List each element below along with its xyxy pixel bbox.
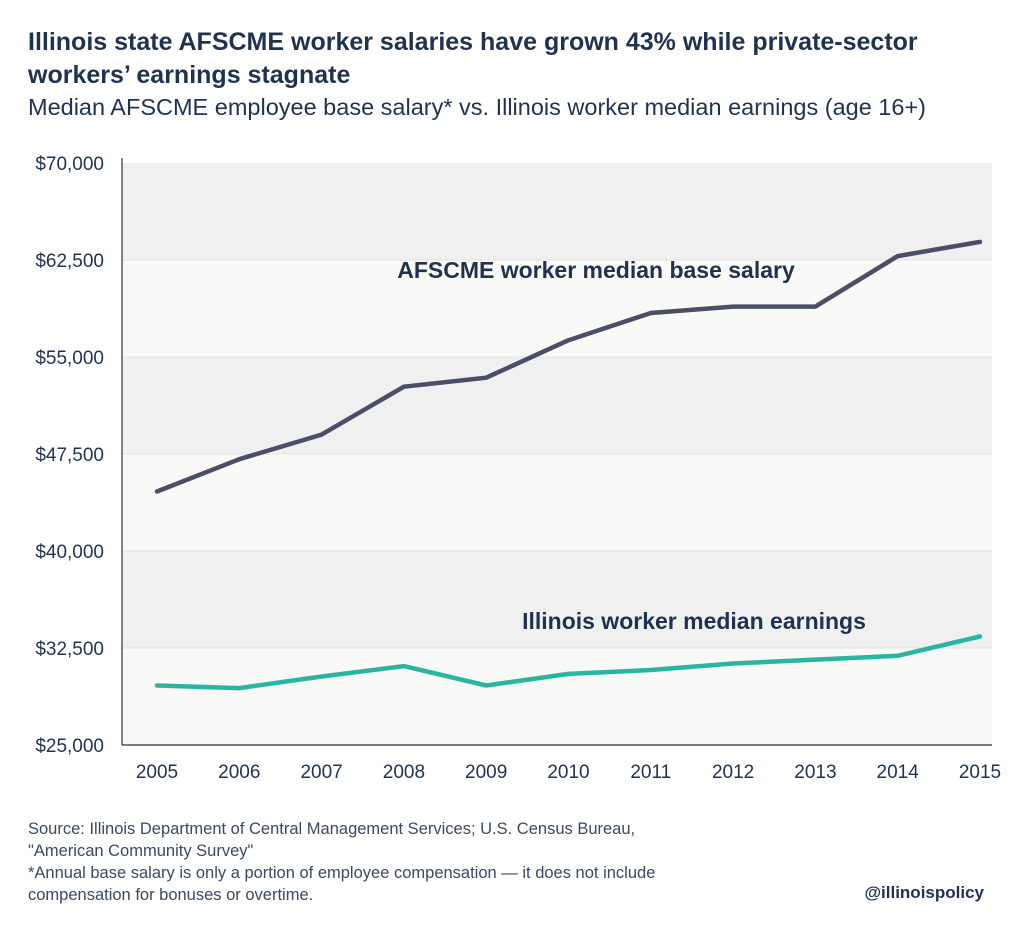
x-tick-label: 2012: [712, 762, 754, 783]
chart-subtitle: Median AFSCME employee base salary* vs. …: [28, 94, 926, 120]
gridlines: [122, 259, 992, 649]
x-tick-label: 2011: [630, 762, 671, 783]
x-tick-label: 2007: [300, 762, 342, 783]
background-band: [122, 163, 992, 260]
x-tick-label: 2013: [794, 762, 836, 783]
background-bands: [122, 163, 992, 745]
series-label: AFSCME worker median base salary: [397, 257, 795, 283]
series-lines: [154, 239, 983, 691]
illinois-earnings-line: [154, 634, 983, 691]
series-labels: AFSCME worker median base salary Illinois…: [397, 257, 866, 634]
background-band: [122, 260, 992, 357]
x-tick-label: 2008: [383, 762, 425, 783]
x-tick-label: 2014: [877, 762, 920, 783]
y-tick-label: $47,500: [35, 445, 104, 466]
afscme-salary-line: [154, 239, 983, 494]
x-tick-label: 2015: [959, 762, 1001, 783]
background-band: [122, 357, 992, 454]
series-label: Illinois worker median earnings: [522, 608, 866, 634]
x-tick-label: 2010: [547, 762, 589, 783]
line-chart: $25,000 $32,500 $40,000 $47,500 $55,000 $62,5…: [35, 154, 1001, 783]
y-tick-label: $62,500: [35, 251, 104, 272]
chart-title: Illinois state AFSCME worker salaries ha…: [28, 28, 918, 89]
source-line: "American Community Survey": [28, 842, 254, 860]
y-tick-label: $70,000: [35, 154, 104, 175]
y-tick-label: $25,000: [35, 736, 104, 757]
x-tick-label: 2006: [218, 762, 260, 783]
x-tick-label: 2009: [465, 762, 507, 783]
x-axis-ticks: 2005 2006 2007 2008 2009 2010 2011 2012 2013 2014…: [136, 762, 1001, 783]
y-tick-label: $32,500: [35, 639, 104, 660]
source-line: Source: Illinois Department of Central M…: [28, 820, 636, 838]
y-axis-ticks: $25,000 $32,500 $40,000 $47,500 $55,000 $62,5…: [35, 154, 104, 757]
background-band: [122, 648, 992, 745]
social-handle[interactable]: @illinoispolicy: [864, 883, 984, 902]
footnote-line: compensation for bonuses or overtime.: [28, 886, 314, 904]
y-tick-label: $55,000: [35, 348, 104, 369]
background-band: [122, 551, 992, 648]
source-note: Source: Illinois Department of Central M…: [28, 818, 828, 906]
footnote-line: *Annual base salary is only a portion of…: [28, 864, 656, 882]
background-band: [122, 454, 992, 551]
x-tick-label: 2005: [136, 762, 178, 783]
y-tick-label: $40,000: [35, 542, 104, 563]
